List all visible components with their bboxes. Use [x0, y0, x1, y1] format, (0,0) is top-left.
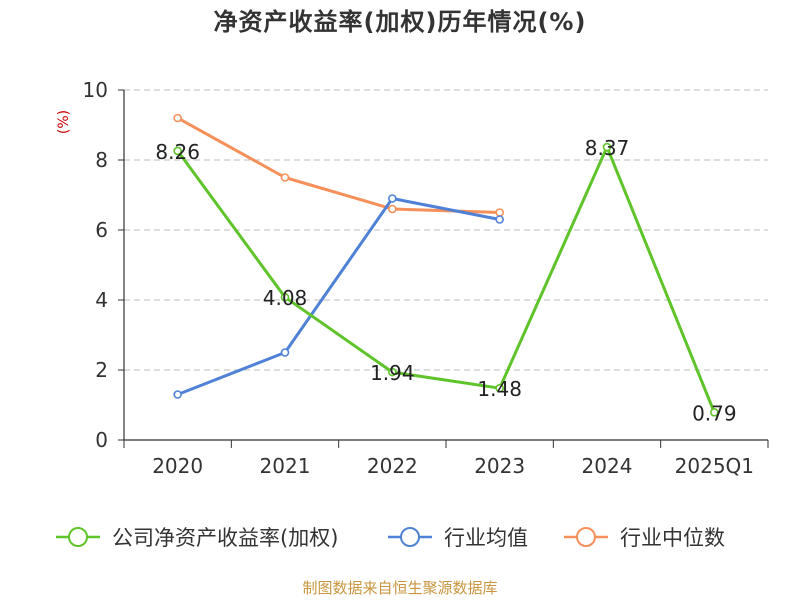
data-point — [280, 348, 290, 357]
legend-label: 行业均值 — [444, 526, 528, 550]
x-tick-label: 2020 — [152, 454, 203, 478]
y-tick-label: 8 — [95, 148, 108, 172]
x-tick-label: 2024 — [582, 454, 633, 478]
data-label: 0.79 — [692, 401, 737, 425]
legend-marker — [400, 527, 420, 547]
legend-label: 行业中位数 — [620, 526, 725, 550]
data-point — [495, 208, 504, 217]
data-point — [388, 194, 397, 203]
legend-label: 公司净资产收益率(加权) — [112, 526, 338, 550]
data-point — [173, 390, 182, 399]
data-point — [173, 146, 182, 156]
data-label: 1.94 — [370, 361, 415, 385]
data-point — [388, 204, 397, 214]
legend-item: 公司净资产收益率(加权) — [56, 526, 338, 550]
source-note: 制图数据来自恒生聚源数据库 — [302, 579, 498, 597]
data-label: 4.08 — [263, 286, 308, 310]
legend-item: 行业均值 — [388, 526, 528, 550]
data-point — [710, 408, 719, 417]
data-point — [495, 383, 504, 393]
data-label: 1.48 — [477, 377, 522, 401]
data-label: 8.26 — [155, 140, 200, 164]
y-tick-label: 10 — [83, 78, 108, 102]
legend-marker — [68, 527, 88, 547]
data-point — [280, 173, 290, 182]
legend-item: 行业中位数 — [564, 526, 725, 550]
y-tick-label: 0 — [95, 428, 108, 452]
legend-marker — [576, 527, 596, 547]
chart-title: 净资产收益率(加权)历年情况(%) — [213, 8, 587, 36]
x-tick-label: 2023 — [474, 454, 525, 478]
data-point — [173, 113, 182, 123]
series-line-1 — [177, 197, 500, 396]
x-tick-label: 2025Q1 — [675, 454, 754, 478]
series-line-2 — [176, 116, 500, 214]
data-point — [388, 367, 397, 377]
data-point — [280, 292, 290, 302]
y-tick-label: 2 — [95, 358, 108, 382]
x-tick-label: 2021 — [260, 454, 311, 478]
data-point — [495, 215, 504, 224]
series-line-0 — [176, 145, 716, 413]
x-tick-label: 2022 — [367, 454, 418, 478]
y-tick-label: 4 — [95, 288, 108, 312]
data-label: 8.37 — [585, 136, 630, 160]
data-point — [602, 142, 612, 152]
y-tick-label: 6 — [95, 218, 108, 242]
